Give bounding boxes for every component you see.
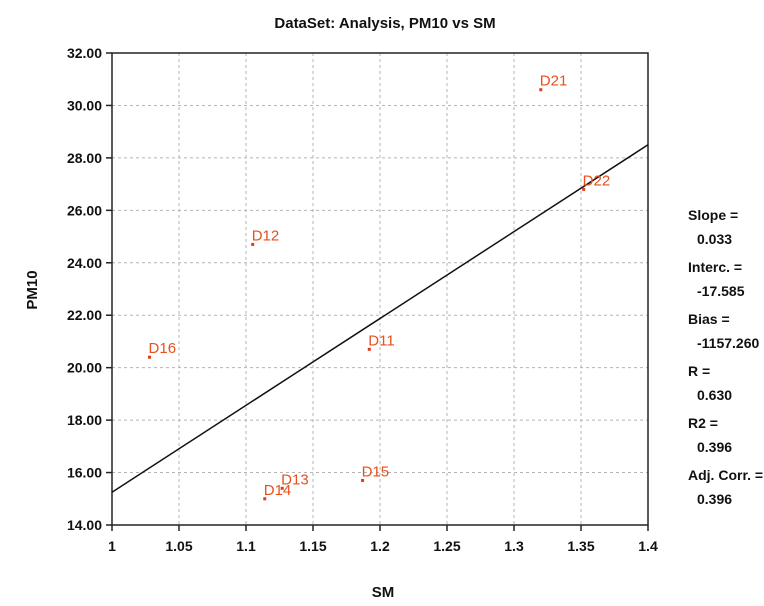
x-tick-label: 1.3 — [504, 538, 524, 554]
data-point-d21: D21 — [539, 73, 567, 92]
point-marker — [148, 355, 152, 359]
x-tick-label: 1.1 — [236, 538, 256, 554]
point-label: D22 — [583, 172, 611, 189]
data-point-d15: D15 — [361, 463, 389, 482]
axis-ticks — [106, 52, 649, 531]
stat-value: 0.396 — [697, 439, 732, 455]
grid-lines — [112, 53, 648, 525]
point-marker — [539, 88, 543, 92]
y-tick-label: 30.00 — [67, 97, 102, 113]
data-point-d22: D22 — [582, 172, 610, 191]
data-point-d13: D13 — [280, 471, 309, 490]
data-point-d16: D16 — [148, 340, 176, 359]
data-point-d11: D11 — [367, 332, 395, 351]
point-label: D16 — [149, 340, 177, 357]
stat-value: 0.396 — [697, 491, 732, 507]
stat-label: Bias = — [688, 311, 730, 327]
x-axis-label: SM — [372, 584, 395, 601]
data-point-d12: D12 — [251, 227, 279, 246]
chart-title: DataSet: Analysis, PM10 vs SM — [274, 15, 495, 32]
stat-label: R2 = — [688, 415, 718, 431]
regression-line — [111, 144, 649, 493]
y-tick-label: 28.00 — [67, 150, 102, 166]
y-tick-label: 16.00 — [67, 465, 102, 481]
point-marker — [361, 478, 365, 482]
point-marker — [263, 497, 267, 501]
point-marker — [280, 486, 284, 490]
y-tick-label: 14.00 — [67, 517, 102, 533]
y-tick-label: 26.00 — [67, 202, 102, 218]
x-tick-label: 1.05 — [165, 538, 192, 554]
stat-label: Adj. Corr. = — [688, 467, 763, 483]
x-tick-label: 1.2 — [370, 538, 390, 554]
point-label: D21 — [540, 73, 568, 90]
x-tick-label: 1 — [108, 538, 116, 554]
y-tick-label: 18.00 — [67, 412, 102, 428]
point-marker — [582, 187, 586, 191]
point-label: D14 — [264, 482, 292, 499]
point-label: D13 — [281, 471, 309, 488]
y-tick-label: 24.00 — [67, 255, 102, 271]
x-tick-label: 1.25 — [433, 538, 460, 554]
x-tick-labels: 1 1.05 1.1 1.15 1.2 1.25 1.3 1.35 1.4 — [108, 538, 658, 554]
data-point-d14: D14 — [263, 482, 291, 501]
y-tick-label: 32.00 — [67, 45, 102, 61]
y-tick-label: 22.00 — [67, 307, 102, 323]
point-marker — [367, 347, 371, 351]
point-label: D11 — [368, 332, 394, 349]
stat-value: 0.033 — [697, 231, 732, 247]
y-tick-label: 20.00 — [67, 360, 102, 376]
stat-value: -17.585 — [697, 283, 745, 299]
fit-statistics: Slope = 0.033 Interc. = -17.585 Bias = -1157.… — [688, 207, 763, 507]
y-axis-label: PM10 — [24, 270, 41, 309]
stat-label: Interc. = — [688, 259, 742, 275]
x-tick-label: 1.35 — [567, 538, 594, 554]
x-tick-label: 1.15 — [299, 538, 326, 554]
point-marker — [251, 242, 255, 246]
stat-label: Slope = — [688, 207, 738, 223]
stat-label: R = — [688, 363, 710, 379]
y-tick-labels: 14.00 16.00 18.00 20.00 22.00 24.00 26.00 28.00… — [67, 45, 102, 533]
stat-value: 0.630 — [697, 387, 732, 403]
point-label: D12 — [252, 227, 280, 244]
point-label: D15 — [362, 463, 390, 480]
x-tick-label: 1.4 — [638, 538, 658, 554]
stat-value: -1157.260 — [697, 335, 759, 351]
